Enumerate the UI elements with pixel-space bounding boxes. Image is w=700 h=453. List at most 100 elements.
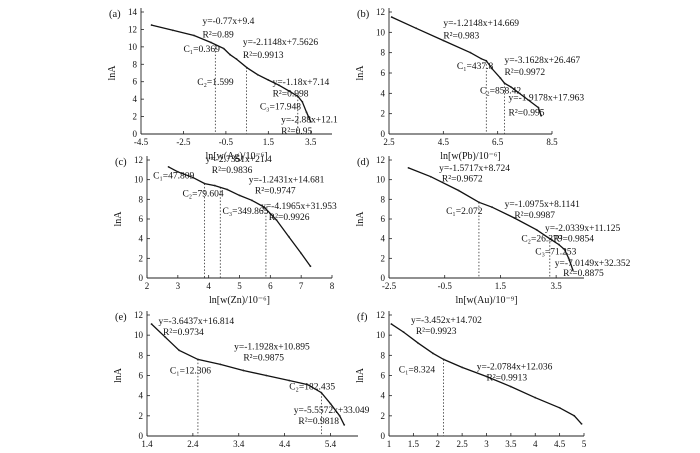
panel-label: (b) [357,9,370,20]
x-tick-label: 2 [145,281,150,291]
y-axis-label: lnA [113,367,124,383]
data-point [429,175,432,178]
data-point [219,363,222,366]
y-tick-label: 8 [139,194,144,204]
data-point [176,170,179,173]
y-axis-label: lnA [355,65,366,81]
y-axis-label: lnA [113,211,124,227]
data-point [278,84,280,87]
y-tick-label: 8 [139,350,144,360]
y-tick-label: 8 [381,350,386,360]
data-point [288,90,291,93]
y-tick-label: 10 [376,175,386,185]
regression-label: R²=0.9836 [212,166,253,176]
data-point [510,86,513,89]
threshold-label: C₃=71.253 [535,247,576,257]
y-tick-label: 2 [381,253,386,263]
data-point [534,396,537,399]
y-tick-label: 2 [139,411,144,421]
data-point [417,342,420,345]
data-point [523,96,526,99]
x-tick-label: 3.4 [233,439,245,449]
data-point [265,374,268,377]
y-tick-label: 4 [139,391,144,401]
panel-a: 0 2 4 6 8 10 12 14 -4.5 -2.5 -0.5 1.5 3.5 y=-0.77x+9.… [107,7,338,162]
regression-label: y=-4.1965x+31.953 [261,202,337,212]
x-tick-label: 4 [533,439,538,449]
y-tick-label: 10 [134,330,144,340]
data-point [513,217,516,219]
panel-e: 0 2 4 6 8 10 12 1.4 2.4 3.4 4.4 5.4 y=-3.6437x+16.81… [113,310,370,449]
data-point [509,385,512,388]
x-tick-label: 7 [299,281,304,291]
fit-line [391,323,583,425]
data-point [491,206,493,209]
data-point [485,59,488,62]
x-tick-label: -4.5 [134,137,149,147]
threshold-label: C₁=2.072 [446,207,483,217]
data-point [309,120,312,123]
data-point [390,323,393,325]
x-tick-label: -2.5 [382,281,397,291]
x-axis-label: ln[w(Au)/10⁻⁹] [455,295,517,306]
regression-label: y=-2.7351x+21.4 [206,155,272,165]
y-tick-label: 12 [376,7,385,17]
x-tick-label: 8 [330,281,335,291]
data-point [246,66,249,69]
data-point [193,34,195,37]
y-tick-label: 12 [128,24,137,34]
panel-label: (a) [109,9,121,20]
fit-line [408,167,574,271]
data-point [558,243,560,246]
panel-b: 0 2 4 6 8 10 12 2.5 4.5 6.5 8.5 y=-1.2148x+14.669 R²… [355,7,584,162]
y-tick-label: 0 [133,129,138,139]
y-tick-label: 0 [381,129,386,139]
data-point [256,73,259,76]
regression-label: y=-1.5717x+8.724 [439,164,510,174]
data-point [242,369,245,372]
regression-label: R²=0.8875 [563,269,604,279]
regression-label: y=-5.5572x+33.049 [294,406,370,416]
x-tick-label: 6 [268,281,273,291]
regression-label: y=-0.77x+9.4 [203,17,255,27]
x-tick-label: 8.5 [546,137,558,147]
data-point [499,77,502,79]
regression-label: R²=0.9854 [553,235,594,245]
y-tick-label: 10 [376,330,386,340]
regression-label: y=-7.0149x+32.352 [555,259,631,269]
data-point [301,100,304,103]
data-point [571,269,574,272]
x-tick-label: 4.5 [554,439,566,449]
regression-label: y=-1.2431x+14.681 [249,176,325,186]
regression-label: R²=0.9747 [255,186,296,196]
x-axis-label: ln[w(Pb)/10⁻⁶] [440,151,500,162]
data-point [275,219,278,221]
x-tick-label: 5 [582,439,587,449]
data-point [402,331,405,334]
threshold-label: C₂=1.599 [197,78,234,88]
y-tick-label: 0 [381,431,386,441]
data-point [343,424,346,426]
data-point [203,182,206,185]
data-point [442,39,445,42]
data-point [297,95,299,98]
data-point [320,391,323,394]
data-point [267,79,270,81]
y-tick-label: 14 [128,7,138,17]
x-tick-label: 3.5 [305,137,317,147]
y-tick-label: 6 [381,214,386,224]
data-point [535,228,538,231]
y-tick-label: 2 [381,411,386,421]
data-point [250,199,253,202]
threshold-label: C₂=858.42 [480,86,521,96]
data-point [478,201,480,204]
threshold-label: C₂=182.435 [289,383,335,393]
data-point [558,406,561,409]
data-point [431,352,434,355]
regression-label: R²=0.9972 [504,68,545,78]
y-tick-label: 10 [376,27,386,37]
data-point [457,189,460,192]
x-axis-label: ln[w(Ag)/10⁻⁶] [205,151,267,162]
